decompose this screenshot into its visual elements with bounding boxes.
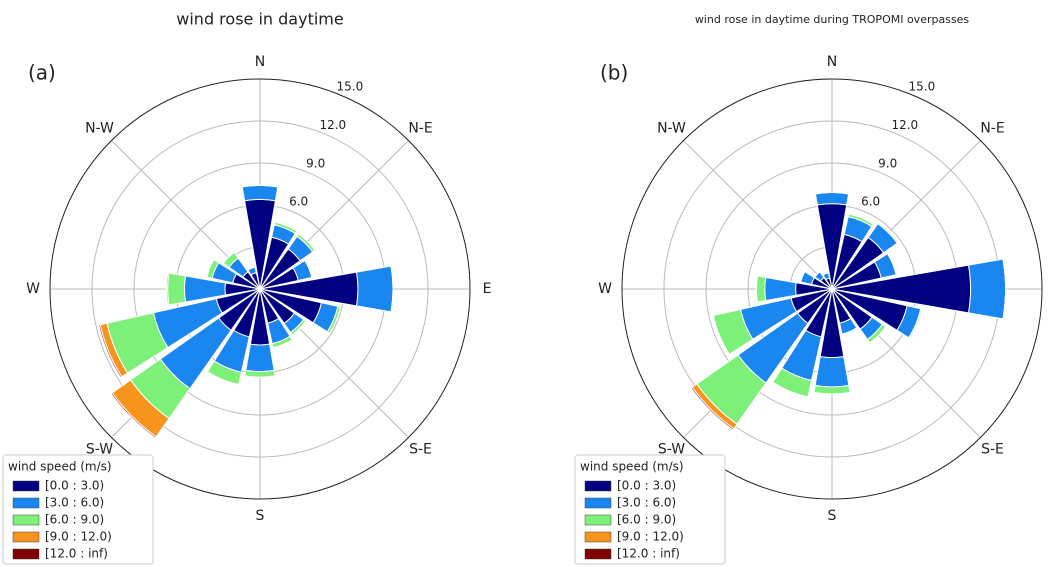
panel-label: (a) bbox=[28, 61, 56, 85]
legend-swatch bbox=[584, 497, 612, 509]
chart-title: wind rose in daytime bbox=[176, 10, 343, 29]
r-tick-label: 6.0 bbox=[289, 195, 308, 209]
legend-label: [9.0 : 12.0) bbox=[617, 530, 684, 544]
r-tick-label: 6.0 bbox=[861, 195, 880, 209]
legend-swatch bbox=[584, 480, 612, 492]
r-tick-label: 9.0 bbox=[306, 156, 325, 170]
rose-segment bbox=[355, 265, 394, 313]
direction-label: N bbox=[255, 54, 265, 70]
rose-segment bbox=[772, 381, 808, 398]
legend-title: wind speed (m/s) bbox=[580, 460, 684, 474]
direction-label: N-W bbox=[657, 120, 686, 136]
legend-label: [0.0 : 3.0) bbox=[45, 479, 104, 493]
rose-segment bbox=[244, 375, 276, 378]
direction-label: N-W bbox=[85, 120, 114, 136]
direction-label: N bbox=[827, 54, 837, 70]
legend-box bbox=[574, 454, 726, 565]
direction-label: S-W bbox=[658, 442, 685, 458]
direction-label: N-E bbox=[408, 120, 432, 136]
rose-segment bbox=[245, 343, 275, 373]
legend-label: [9.0 : 12.0) bbox=[45, 530, 112, 544]
legend-label: [6.0 : 9.0) bbox=[45, 513, 104, 527]
rose-segment bbox=[815, 191, 849, 195]
legend-title: wind speed (m/s) bbox=[8, 460, 112, 474]
rose-segment bbox=[909, 309, 923, 339]
rose-segment bbox=[799, 271, 815, 286]
r-tick-label: 15.0 bbox=[909, 80, 936, 94]
legend-swatch bbox=[12, 497, 40, 509]
rose-segment bbox=[814, 355, 850, 388]
direction-label: W bbox=[26, 281, 40, 297]
grid-ring bbox=[91, 120, 429, 458]
spoke bbox=[683, 140, 833, 290]
legend-swatch bbox=[584, 531, 612, 543]
rose-segment bbox=[690, 386, 735, 431]
legend-box bbox=[2, 454, 154, 565]
direction-label: S bbox=[828, 508, 837, 524]
panel-label: (b) bbox=[600, 61, 628, 85]
rose-segment bbox=[241, 184, 279, 202]
rose-segment bbox=[887, 253, 897, 275]
r-tick-label: 15.0 bbox=[337, 80, 364, 94]
direction-label: E bbox=[1055, 281, 1056, 297]
rose-segment bbox=[167, 272, 187, 306]
direction-label: E bbox=[483, 281, 492, 297]
legend-swatch bbox=[12, 480, 40, 492]
direction-label: S-E bbox=[981, 442, 1004, 458]
legend-label: [3.0 : 6.0) bbox=[617, 496, 676, 510]
legend-label: [6.0 : 9.0) bbox=[617, 513, 676, 527]
rose-segment bbox=[814, 191, 850, 206]
direction-label: S-W bbox=[86, 442, 113, 458]
direction-label: N-E bbox=[980, 120, 1004, 136]
direction-label: S bbox=[256, 508, 265, 524]
outer-ring bbox=[49, 78, 471, 500]
legend-swatch bbox=[12, 531, 40, 543]
rose-segment bbox=[967, 258, 1007, 320]
legend-label: [12.0 : inf) bbox=[45, 547, 108, 561]
legend-swatch bbox=[584, 514, 612, 526]
rose-segment bbox=[98, 324, 123, 379]
chart-title: wind rose in daytime during TROPOMI over… bbox=[695, 13, 970, 26]
legend-swatch bbox=[12, 548, 40, 560]
r-tick-label: 9.0 bbox=[878, 156, 897, 170]
r-tick-label: 12.0 bbox=[891, 118, 918, 132]
rose-segment bbox=[764, 276, 797, 302]
r-tick-label: 12.0 bbox=[319, 118, 346, 132]
rose-segment bbox=[712, 315, 730, 355]
direction-label: W bbox=[598, 281, 612, 297]
rose-segment bbox=[813, 384, 851, 395]
rose-segment bbox=[822, 272, 829, 276]
outer-ring bbox=[621, 78, 1043, 500]
rose-segment bbox=[755, 275, 767, 303]
direction-label: S-E bbox=[409, 442, 432, 458]
legend-label: [12.0 : inf) bbox=[617, 547, 680, 561]
legend-label: [3.0 : 6.0) bbox=[45, 496, 104, 510]
legend-swatch bbox=[584, 548, 612, 560]
legend-swatch bbox=[12, 514, 40, 526]
rose-segment bbox=[110, 392, 157, 439]
legend-label: [0.0 : 3.0) bbox=[617, 479, 676, 493]
